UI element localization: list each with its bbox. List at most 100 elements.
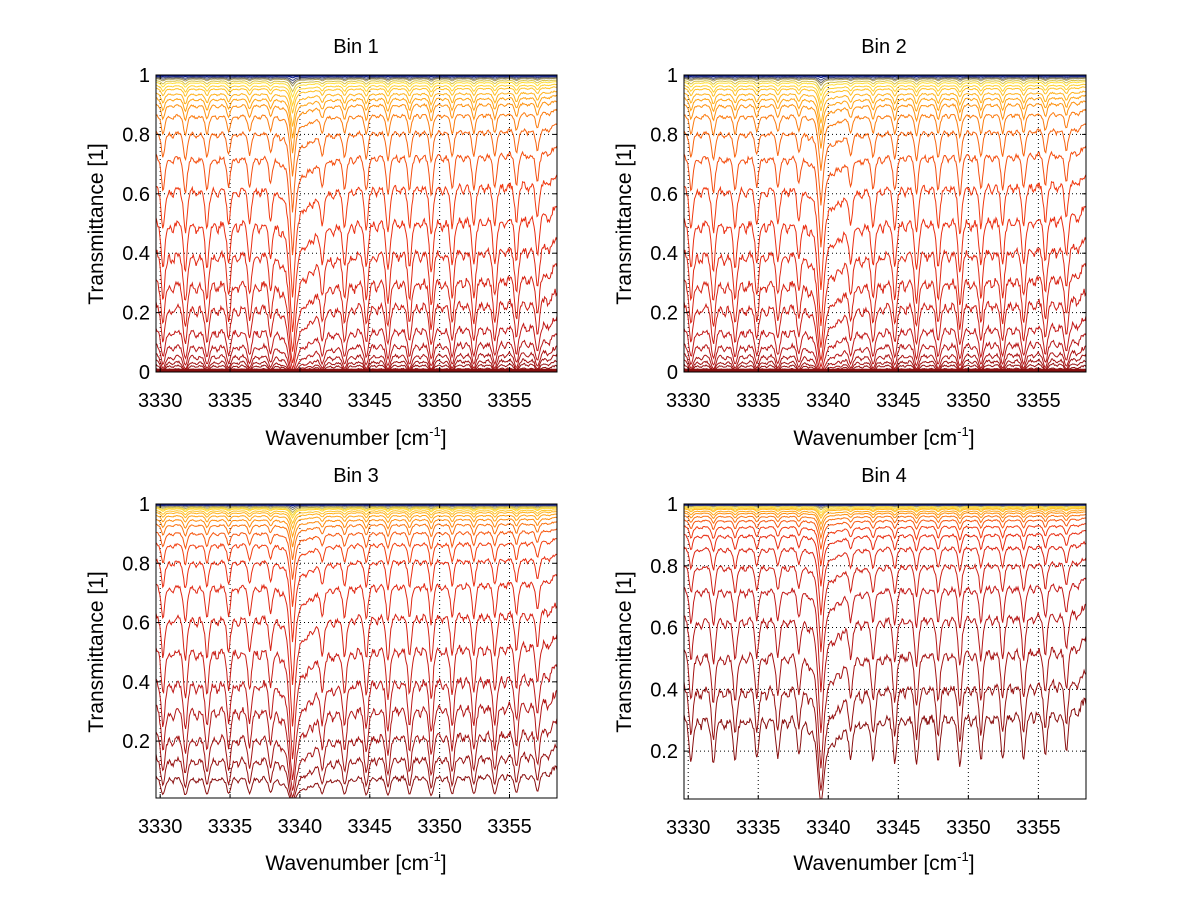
spectrum-line <box>156 743 557 798</box>
x-tick-label: 3340 <box>278 390 323 412</box>
y-tick-label: 0.2 <box>122 731 150 753</box>
spectrum-line <box>684 557 1086 653</box>
axes-box <box>155 503 558 799</box>
x-axis-label-main: Wavenumber [cm <box>793 427 957 450</box>
spectrum-line <box>684 333 1086 372</box>
spectrum-line <box>684 359 1086 372</box>
x-tick-label: 3335 <box>736 390 781 412</box>
spectrum-line <box>156 145 557 256</box>
y-tick-label: 0 <box>667 362 678 384</box>
spectrum-line <box>156 528 557 580</box>
spectrum-line <box>684 94 1086 135</box>
x-tick-label: 3335 <box>736 817 781 839</box>
y-tick-label: 0.6 <box>122 613 150 635</box>
spectrum-line <box>156 509 557 525</box>
spectrum-line <box>156 516 557 548</box>
x-axis-label-main: Wavenumber [cm <box>793 852 957 875</box>
spectrum-line <box>156 94 557 139</box>
x-tick-label: 3330 <box>666 390 711 412</box>
x-tick-label: 3350 <box>417 390 462 412</box>
subplot-title: Bin 2 <box>861 36 907 58</box>
subplot-bin-4: Bin 4 Transmittance [1] Wavenumber [cm-1… <box>613 465 1087 875</box>
subplot-bin-3: Bin 3 Transmittance [1] Wavenumber [cm-1… <box>85 465 558 875</box>
x-axis-label-end: ] <box>969 852 975 875</box>
x-axis-label-sup: -1 <box>957 424 969 439</box>
spectrum-line <box>156 553 557 643</box>
spectrum-line <box>684 697 1086 799</box>
y-tick-label: 0.2 <box>650 303 678 325</box>
x-tick-label: 3350 <box>946 390 991 412</box>
spectrum-line <box>156 81 557 99</box>
subplot-title: Bin 1 <box>333 36 379 58</box>
spectrum-line <box>156 506 557 514</box>
spectrum-line <box>156 90 557 127</box>
x-tick-label: 3350 <box>417 816 462 838</box>
spectrum-line <box>684 100 1086 149</box>
spectrum-line <box>684 86 1086 112</box>
x-tick-label: 3345 <box>876 390 921 412</box>
series-group <box>684 504 1086 799</box>
x-axis-label-end: ] <box>969 427 975 450</box>
x-tick-label: 3350 <box>946 817 991 839</box>
spectrum-line <box>156 602 557 727</box>
series-group <box>156 504 557 798</box>
x-tick-label: 3345 <box>876 817 921 839</box>
spectrum-line <box>684 509 1086 526</box>
spectrum-line <box>684 506 1086 517</box>
y-tick-label: 1 <box>139 494 150 516</box>
y-axis-label: Transmittance [1] <box>613 143 636 304</box>
spectrum-line <box>684 603 1086 734</box>
subplot-bin-2: Bin 2 Transmittance [1] Wavenumber [cm-1… <box>613 36 1087 450</box>
spectrum-line <box>684 77 1086 87</box>
spectrum-line <box>156 205 557 332</box>
y-tick-label: 1 <box>667 494 678 516</box>
spectrum-line <box>684 174 1086 291</box>
series-group <box>156 75 557 372</box>
x-tick-label: 3355 <box>1016 817 1061 839</box>
x-tick-label: 3330 <box>666 817 711 839</box>
spectrum-line <box>156 513 557 539</box>
spectrum-line <box>156 263 557 364</box>
x-tick-label: 3355 <box>487 390 532 412</box>
spectrum-line <box>684 529 1086 587</box>
spectrum-line <box>156 353 557 372</box>
spectrum-line <box>156 505 557 511</box>
y-axis-label: Transmittance [1] <box>85 571 108 732</box>
y-tick-label: 0.4 <box>122 243 150 265</box>
spectrum-line <box>156 574 557 685</box>
x-tick-label: 3345 <box>348 390 393 412</box>
x-axis-label: Wavenumber [cm-1] <box>265 424 446 450</box>
spectrum-line <box>684 76 1086 81</box>
spectrum-line <box>156 633 557 760</box>
y-tick-label: 0.8 <box>122 553 150 575</box>
spectrum-line <box>156 511 557 531</box>
y-tick-label: 0 <box>139 362 150 384</box>
axes-box <box>155 74 558 373</box>
y-tick-label: 1 <box>139 65 150 87</box>
y-tick-label: 0.4 <box>650 679 678 701</box>
y-tick-label: 1 <box>667 65 678 87</box>
y-tick-label: 0.2 <box>122 303 150 325</box>
spectrum-line <box>156 77 557 87</box>
spectrum-line <box>684 76 1086 84</box>
x-tick-label: 3340 <box>806 817 851 839</box>
spectrum-line <box>156 83 557 108</box>
spectrum-line <box>684 236 1086 348</box>
spectrum-line <box>684 523 1086 566</box>
spectrum-line <box>684 81 1086 97</box>
spectrum-line <box>156 100 557 154</box>
x-axis-label-main: Wavenumber [cm <box>265 427 429 450</box>
y-tick-label: 0.8 <box>650 556 678 578</box>
y-axis-label: Transmittance [1] <box>613 571 636 732</box>
spectrum-line <box>684 540 1086 616</box>
spectrum-line <box>156 689 557 791</box>
spectrum-line <box>684 668 1086 791</box>
x-axis-label-sup: -1 <box>957 849 969 864</box>
x-tick-label: 3335 <box>208 390 253 412</box>
spectrum-line <box>156 521 557 561</box>
spectrum-line <box>156 108 557 177</box>
spectrum-line <box>684 123 1086 206</box>
x-axis-label: Wavenumber [cm-1] <box>793 424 974 450</box>
spectrum-line <box>684 513 1086 540</box>
